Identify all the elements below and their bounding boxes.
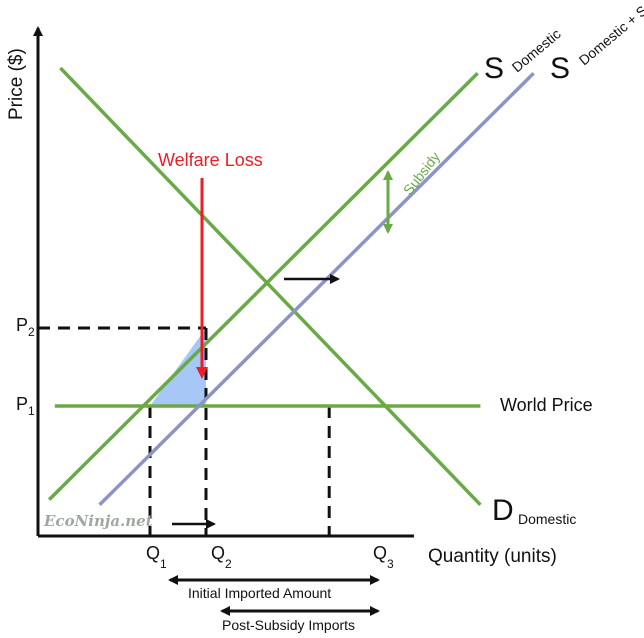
domestic-supply-curve xyxy=(47,71,479,501)
label-supply-subsidy-main: S xyxy=(550,52,570,85)
tick-p2-main: P xyxy=(16,315,28,335)
post-subsidy-imports-label: Post-Subsidy Imports xyxy=(222,617,355,633)
subsidy-label: Subsidy xyxy=(400,149,443,198)
welfare-loss-label: Welfare Loss xyxy=(158,150,263,170)
tick-q3-main: Q xyxy=(373,543,387,563)
label-supply-subsidy-sub: Domestic + Subsidy xyxy=(576,0,644,68)
subsidy-supply-curve xyxy=(98,71,535,507)
tick-q1: Q 1 xyxy=(146,543,167,571)
tick-q1-main: Q xyxy=(146,543,160,563)
initial-imports-label: Initial Imported Amount xyxy=(188,585,331,601)
welfare-loss-triangle xyxy=(150,328,206,406)
dashed-guides xyxy=(38,326,331,536)
tick-p2-sub: 2 xyxy=(28,325,35,339)
tick-p1: P 1 xyxy=(16,394,35,418)
tick-p1-sub: 1 xyxy=(28,404,35,418)
watermark-logo: EcoNinja.net xyxy=(43,512,153,530)
label-world-price: World Price xyxy=(500,395,593,415)
tick-q2-main: Q xyxy=(211,543,225,563)
label-demand: D Domestic xyxy=(492,494,576,527)
tick-q2: Q 2 xyxy=(211,543,232,571)
label-supply-subsidy: S Domestic + Subsidy xyxy=(550,0,644,85)
y-axis-title: Price ($) xyxy=(6,48,27,120)
tick-q2-sub: 2 xyxy=(225,557,232,571)
tick-p1-main: P xyxy=(16,394,28,414)
tick-q3-sub: 3 xyxy=(387,557,394,571)
label-supply-main: S xyxy=(484,52,504,85)
tick-q1-sub: 1 xyxy=(160,557,167,571)
label-demand-sub: Domestic xyxy=(518,511,576,527)
demand-curve xyxy=(59,66,482,507)
tick-p2: P 2 xyxy=(16,315,35,339)
tick-q3: Q 3 xyxy=(373,543,394,571)
x-axis-title: Quantity (units) xyxy=(428,546,557,567)
label-demand-main: D xyxy=(492,494,514,527)
